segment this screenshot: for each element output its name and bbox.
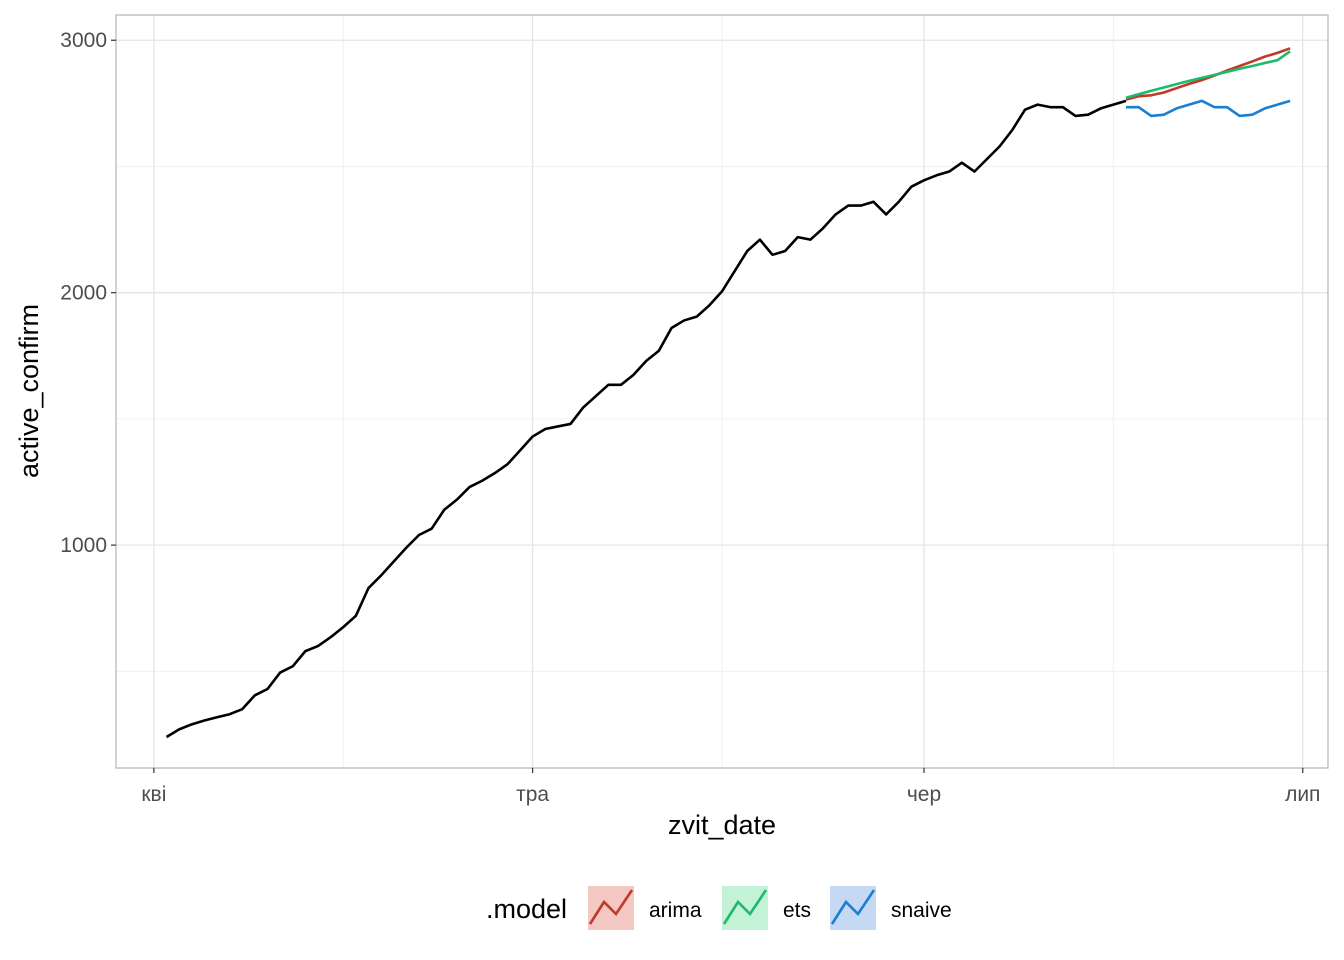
legend-key-line-arima [588,889,634,925]
x-tick-label: лип [1285,783,1320,806]
legend-label-arima: arima [649,899,702,922]
history-line [165,99,1127,739]
legend-key-line-ets [722,889,768,925]
x-axis: кві тра чер лип [141,768,1320,806]
series-lines [165,47,1291,739]
major-gridlines [116,15,1328,768]
forecast-line-ets [1125,50,1291,100]
x-axis-title: zvit_date [668,810,776,840]
x-tick-label: кві [141,783,166,806]
x-tick-label: тра [516,783,549,806]
legend-label-ets: ets [783,899,811,922]
x-tick-label: чер [907,783,941,806]
minor-gridlines [116,15,1328,768]
y-tick-label: 2000 [60,282,107,305]
legend-label-snaive: snaive [891,899,952,922]
legend-title: .model [486,894,567,924]
y-axis: 1000 2000 3000 [60,29,116,557]
legend: .model arima ets snaive [486,886,952,930]
forecast-line-arima [1125,47,1291,101]
forecast-line-snaive [1126,99,1291,118]
y-axis-title: active_confirm [14,304,44,478]
y-tick-label: 1000 [60,534,107,557]
plot-panel-border [115,14,1329,769]
y-tick-label: 3000 [60,29,107,52]
legend-key-line-snaive [830,889,876,925]
